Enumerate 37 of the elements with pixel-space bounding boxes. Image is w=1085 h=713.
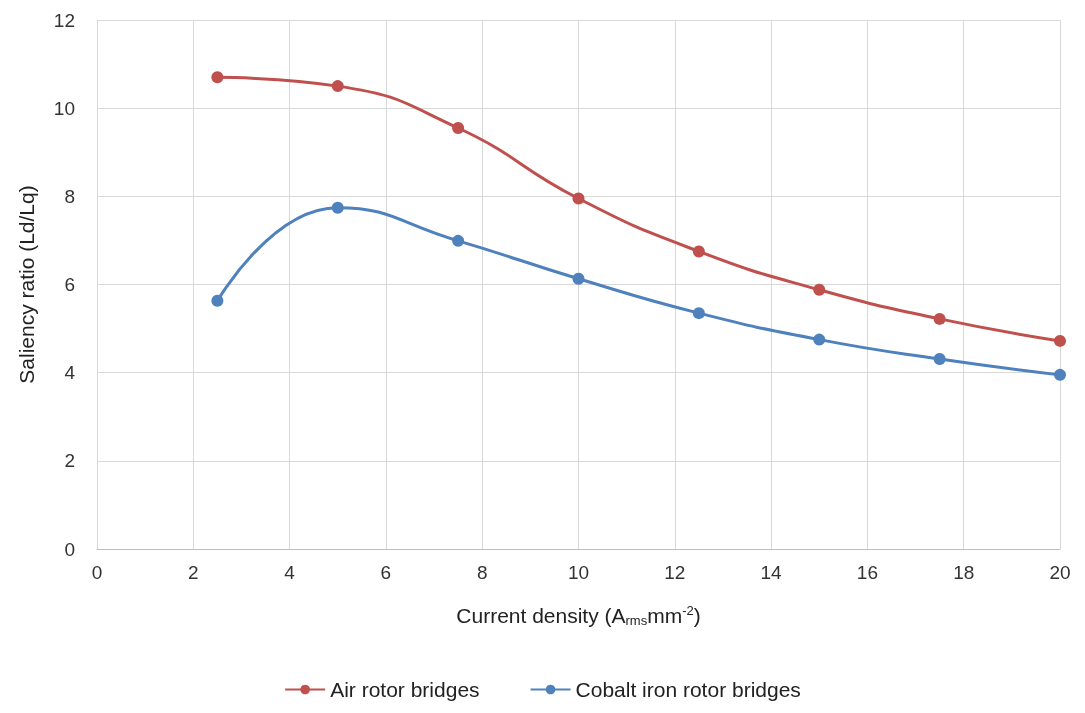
x-tick-label: 8 (476, 562, 488, 583)
point (933, 353, 946, 365)
x-tick-label: 12 (664, 562, 686, 583)
y-tick-label: 4 (64, 362, 76, 384)
y-tick-label: 0 (64, 538, 75, 560)
y-axis-title: Saliency ratio (Ld/Lq) (15, 185, 38, 384)
legend-label: Air rotor bridges (330, 678, 480, 701)
x-tick-label: 10 (567, 562, 590, 583)
x-tick-label: 0 (91, 562, 103, 583)
y-tick-label: 6 (64, 274, 75, 295)
y-tick-label: 10 (53, 97, 75, 119)
point (331, 201, 344, 214)
point (692, 245, 705, 258)
x-tick-label: 2 (188, 562, 199, 583)
x-tick-label: 6 (380, 562, 392, 583)
point (211, 71, 224, 84)
x-tick-label: 18 (953, 562, 975, 583)
x-tick-label: 4 (284, 562, 296, 583)
y-tick-label: 2 (64, 450, 75, 472)
point (692, 307, 705, 320)
point (813, 283, 826, 296)
x-tick-label: 20 (1049, 562, 1071, 583)
point (452, 122, 465, 134)
point (813, 333, 826, 346)
y-tick-label: 8 (64, 185, 75, 207)
point (572, 192, 585, 205)
x-tick-label: 14 (760, 562, 783, 583)
point (452, 234, 465, 247)
point (211, 294, 224, 307)
point (572, 272, 585, 285)
x-tick-label: 16 (856, 562, 878, 583)
point (1054, 334, 1066, 347)
point (1054, 368, 1066, 381)
legend-label: Cobalt iron rotor bridges (575, 678, 801, 701)
y-tick-label: 12 (53, 9, 75, 31)
point (331, 80, 344, 93)
point (933, 312, 946, 325)
